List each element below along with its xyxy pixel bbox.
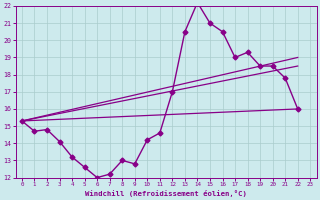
X-axis label: Windchill (Refroidissement éolien,°C): Windchill (Refroidissement éolien,°C) — [85, 190, 247, 197]
